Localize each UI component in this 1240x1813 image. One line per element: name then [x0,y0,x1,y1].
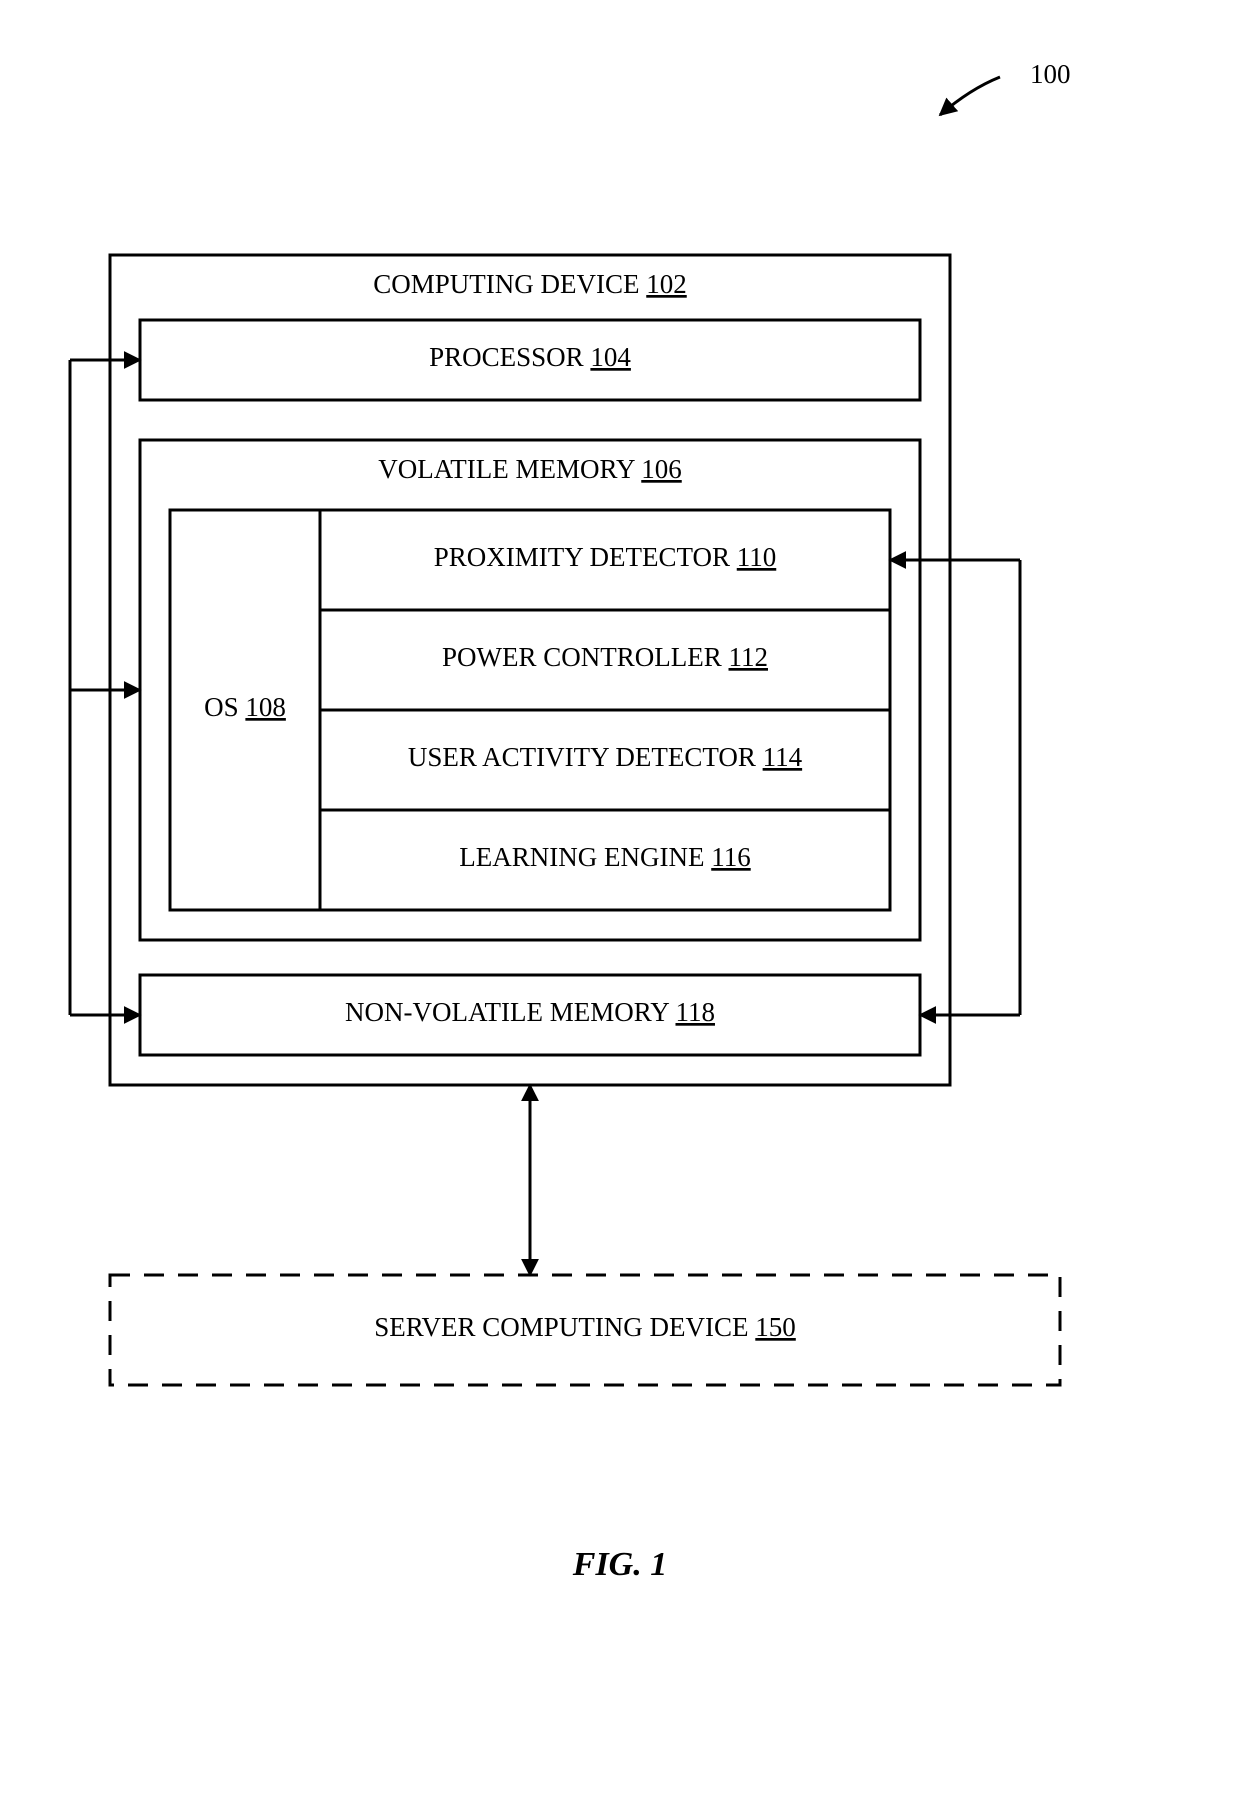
svg-text:VOLATILE MEMORY 106: VOLATILE MEMORY 106 [378,454,682,484]
svg-text:NON-VOLATILE MEMORY 118: NON-VOLATILE MEMORY 118 [345,997,715,1027]
svg-text:100: 100 [1030,59,1071,89]
svg-text:LEARNING ENGINE 116: LEARNING ENGINE 116 [459,842,750,872]
svg-text:FIG. 1: FIG. 1 [572,1546,667,1583]
svg-text:PROCESSOR 104: PROCESSOR 104 [429,342,631,372]
svg-text:SERVER COMPUTING DEVICE 150: SERVER COMPUTING DEVICE 150 [374,1312,796,1342]
svg-text:OS 108: OS 108 [204,692,286,722]
svg-text:USER ACTIVITY DETECTOR 114: USER ACTIVITY DETECTOR 114 [408,742,803,772]
svg-text:PROXIMITY DETECTOR 110: PROXIMITY DETECTOR 110 [434,542,777,572]
svg-text:COMPUTING DEVICE 102: COMPUTING DEVICE 102 [373,269,687,299]
svg-text:POWER CONTROLLER 112: POWER CONTROLLER 112 [442,642,768,672]
